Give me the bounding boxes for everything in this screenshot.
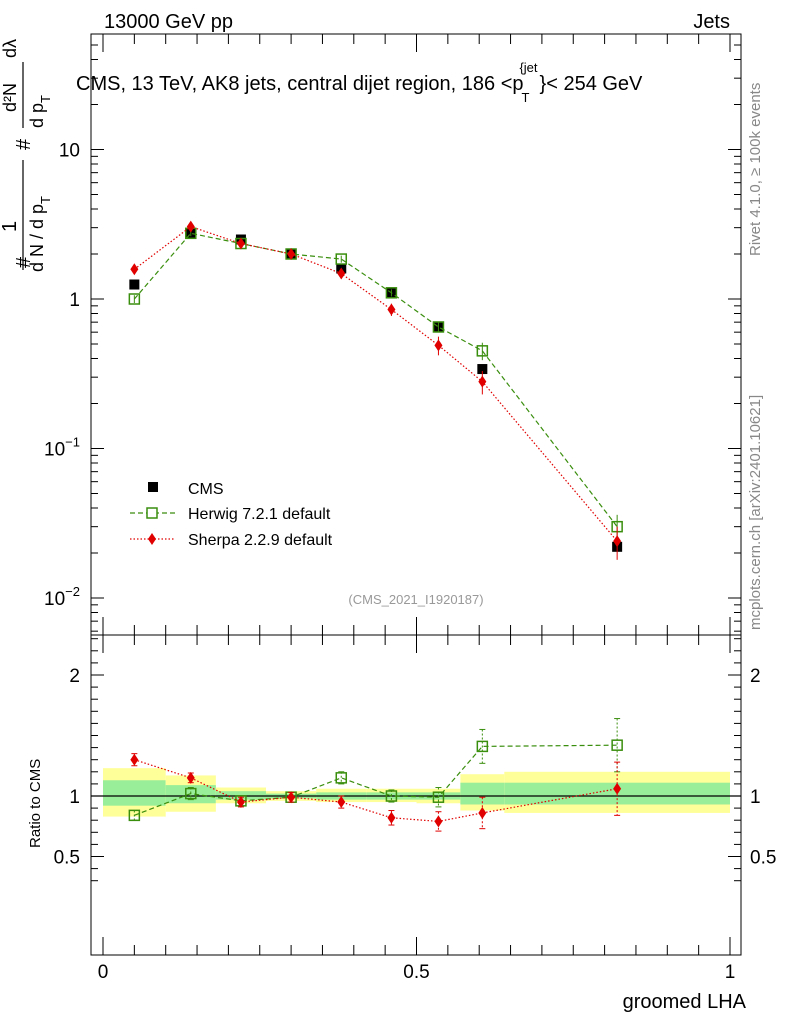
legend-cms-marker: [148, 482, 158, 492]
ratio-point-herwig-0: [128, 809, 141, 822]
main-point-cms-7: [477, 364, 488, 375]
svg-text:d N / d pT: d N / d pT: [27, 196, 53, 272]
legend-cms-label: CMS: [188, 481, 224, 498]
x-axis-label: groomed LHA: [623, 991, 747, 1013]
header-jets: Jets: [693, 11, 730, 33]
main-point-sherpa-4: [337, 267, 346, 280]
main-point-cms-0: [129, 279, 140, 290]
main-point-herwig-6: [432, 321, 445, 333]
main-point-sherpa-5: [387, 303, 396, 316]
main-point-sherpa-1: [186, 220, 195, 233]
main-point-sherpa-6: [434, 339, 443, 352]
axis-ticks: [91, 34, 741, 955]
svg-text:#: #: [13, 138, 35, 150]
ratio-ytick-label-left-1: 1: [69, 787, 80, 808]
main-point-sherpa-2: [236, 237, 245, 250]
main-point-herwig-0: [128, 293, 141, 305]
rivet-label: Rivet 4.1.0, ≥ 100k events: [747, 83, 764, 256]
main-ytick-label-1: 10−1: [44, 435, 80, 461]
main-ytick-label-2: 1: [69, 290, 80, 311]
ratio-ytick-label-right-2: 2: [750, 666, 761, 687]
band-green-0: [103, 780, 166, 806]
ratio-xtick-label-1: 0.5: [403, 962, 429, 983]
ratio-point-herwig-8: [611, 739, 623, 751]
svg-text:d²N: d²N: [0, 83, 20, 112]
main-point-sherpa-8: [613, 535, 622, 548]
ratio-point-sherpa-7: [478, 806, 487, 819]
ratio-point-sherpa-2: [236, 796, 245, 809]
main-y-axis-label: # 1 d N / d pT # d²N d pT dλ: [0, 39, 53, 272]
main-point-sherpa-3: [287, 247, 296, 260]
chart-title: CMS, 13 TeV, AK8 jets, central dijet reg…: [76, 60, 643, 105]
legend-herwig-label: Herwig 7.2.1 default: [188, 506, 331, 523]
band-green-7: [460, 782, 505, 805]
ratio-point-sherpa-5: [387, 811, 396, 824]
header-energy: 13000 GeV pp: [104, 11, 233, 33]
ratio-point-herwig-5: [385, 790, 398, 802]
ratio-point-sherpa-0: [130, 753, 139, 766]
ratio-point-herwig-4: [335, 772, 348, 784]
ratio-point-sherpa-6: [434, 815, 443, 828]
analysis-watermark: (CMS_2021_I1920187): [348, 592, 483, 607]
main-point-herwig-7: [476, 345, 489, 357]
ratio-ytick-label-right-1: 1: [750, 787, 761, 808]
ratio-line-1: [134, 759, 618, 823]
ratio-point-sherpa-8: [613, 782, 622, 795]
svg-text:#: #: [13, 256, 35, 268]
ratio-ytick-label-right-0: 0.5: [750, 848, 776, 869]
main-ytick-label-0: 10−2: [44, 584, 80, 610]
legend: CMS Herwig 7.2.1 default Sherpa 2.2.9 de…: [130, 481, 333, 549]
ratio-point-sherpa-4: [337, 796, 346, 809]
ratio-point-herwig-1: [185, 787, 197, 800]
main-series-layer: [128, 220, 623, 560]
ratio-xtick-label-0: 0: [98, 962, 109, 983]
ratio-point-herwig-6: [432, 791, 445, 803]
main-ytick-label-3: 10: [59, 141, 80, 162]
svg-text:dλ: dλ: [0, 39, 20, 58]
ratio-y-axis-label: Ratio to CMS: [27, 759, 44, 848]
legend-herwig-marker: [146, 507, 158, 519]
axis-tick-labels: 10−2 10−1 1 10 0 0.5 1 0.5 0.5 1 1 2 2: [44, 141, 776, 984]
main-point-sherpa-7: [478, 375, 487, 388]
main-point-herwig-4: [335, 253, 348, 265]
svg-text:d pT: d pT: [27, 95, 53, 128]
main-point-herwig-5: [385, 287, 398, 299]
svg-text:1: 1: [0, 221, 21, 232]
ratio-uncertainty-bands: [103, 768, 730, 817]
ratio-point-herwig-7: [476, 740, 489, 753]
ratio-xtick-label-2: 1: [725, 962, 736, 983]
main-point-sherpa-0: [130, 263, 139, 276]
mcplots-label: mcplots.cern.ch [arXiv:2401.10621]: [747, 395, 764, 630]
legend-sherpa-marker: [148, 533, 156, 545]
ratio-series-layer: [128, 718, 623, 832]
ratio-line-0: [134, 744, 618, 816]
ratio-ytick-label-left-2: 2: [69, 666, 80, 687]
ratio-point-sherpa-1: [186, 771, 195, 784]
ratio-point-sherpa-3: [287, 791, 296, 804]
legend-sherpa-label: Sherpa 2.2.9 default: [188, 532, 333, 549]
ratio-ytick-label-left-0: 0.5: [54, 848, 80, 869]
